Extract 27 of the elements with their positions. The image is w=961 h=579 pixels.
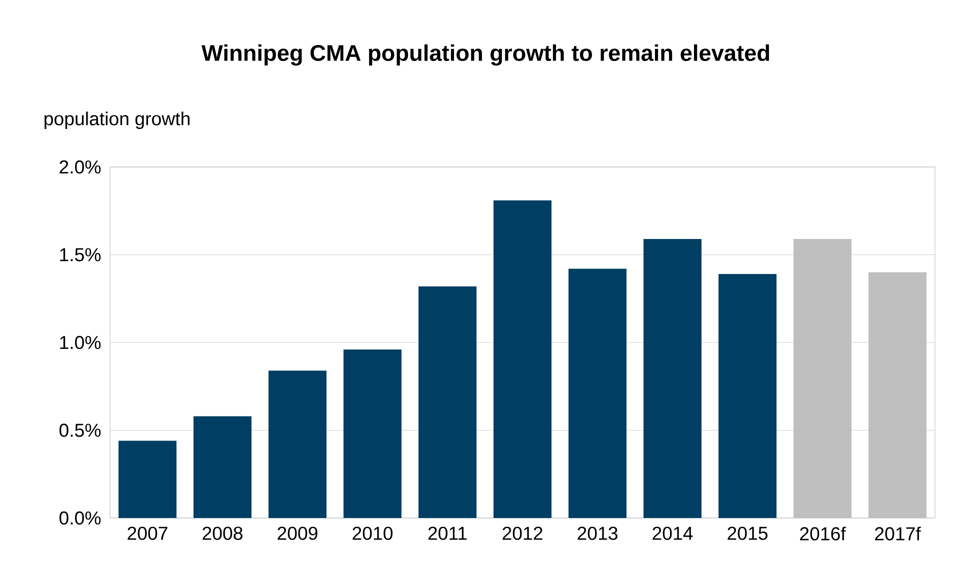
x-tick-label: 2016f [800, 526, 846, 540]
bar [718, 274, 777, 518]
x-tick-label: 2011 [428, 526, 467, 540]
x-tick-label: 2012 [502, 526, 542, 540]
x-tick-label: 2013 [578, 526, 618, 540]
x-tick-label: 2014 [652, 526, 693, 540]
bar [644, 238, 702, 518]
bar [494, 200, 552, 518]
bar [568, 268, 627, 518]
y-tick-label: 1.0% [60, 336, 101, 350]
x-tick-label: 2009 [278, 526, 318, 540]
chart-title: Winnipeg CMA population growth to remain elevated [202, 44, 770, 66]
bar [418, 286, 476, 518]
x-tick-label: 2007 [128, 526, 168, 540]
bar [344, 350, 402, 518]
y-tick-label: 2.0% [60, 160, 101, 174]
y-axis-title: population growth [44, 112, 190, 130]
bar [194, 416, 252, 518]
bar [268, 370, 326, 518]
y-tick-label: 1.5% [60, 248, 101, 262]
x-tick-label: 2015 [728, 526, 768, 540]
x-tick-label: 2017f [875, 526, 921, 540]
y-tick-label: 0.5% [59, 424, 101, 437]
x-tick-label: 2008 [202, 526, 242, 540]
bar [118, 440, 177, 518]
y-tick-label: 0.0% [59, 511, 101, 525]
x-tick-label: 2010 [352, 526, 393, 540]
